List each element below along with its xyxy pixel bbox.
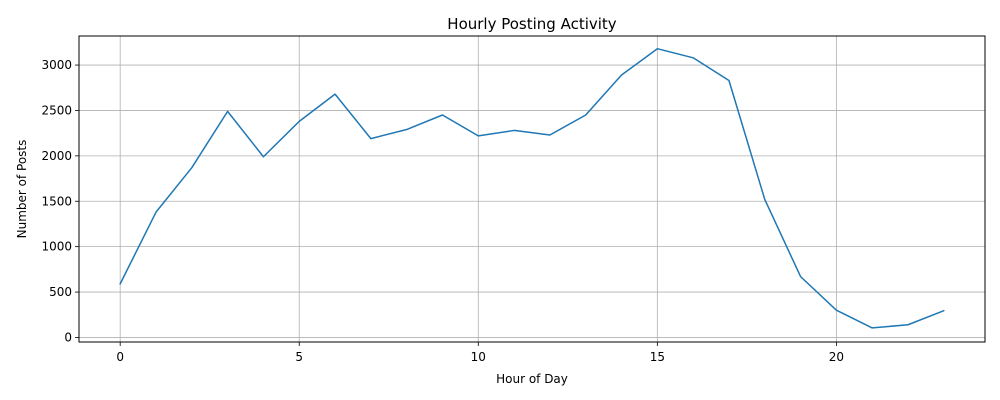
x-axis-title: Hour of Day [496,372,568,386]
y-tick-label: 500 [49,285,72,299]
chart-title: Hourly Posting Activity [447,15,617,33]
y-tick-label: 1000 [41,240,72,254]
x-tick-label: 10 [471,350,486,364]
plot-frame [78,35,986,343]
axis-ticks: 0 5 10 15 20 0 500 1000 1500 2000 2500 3000 [41,58,844,364]
x-tick-label: 5 [295,350,303,364]
y-tick-label: 2000 [41,149,72,163]
x-tick-label: 15 [650,350,665,364]
y-tick-label: 3000 [41,58,72,72]
grid [79,36,985,342]
x-tick-label: 0 [116,350,124,364]
y-tick-label: 0 [64,330,72,344]
series-line [119,47,945,329]
y-tick-label: 2500 [41,103,72,117]
y-axis-title: Number of Posts [15,140,29,239]
x-tick-label: 20 [829,350,844,364]
y-tick-label: 1500 [41,194,72,208]
